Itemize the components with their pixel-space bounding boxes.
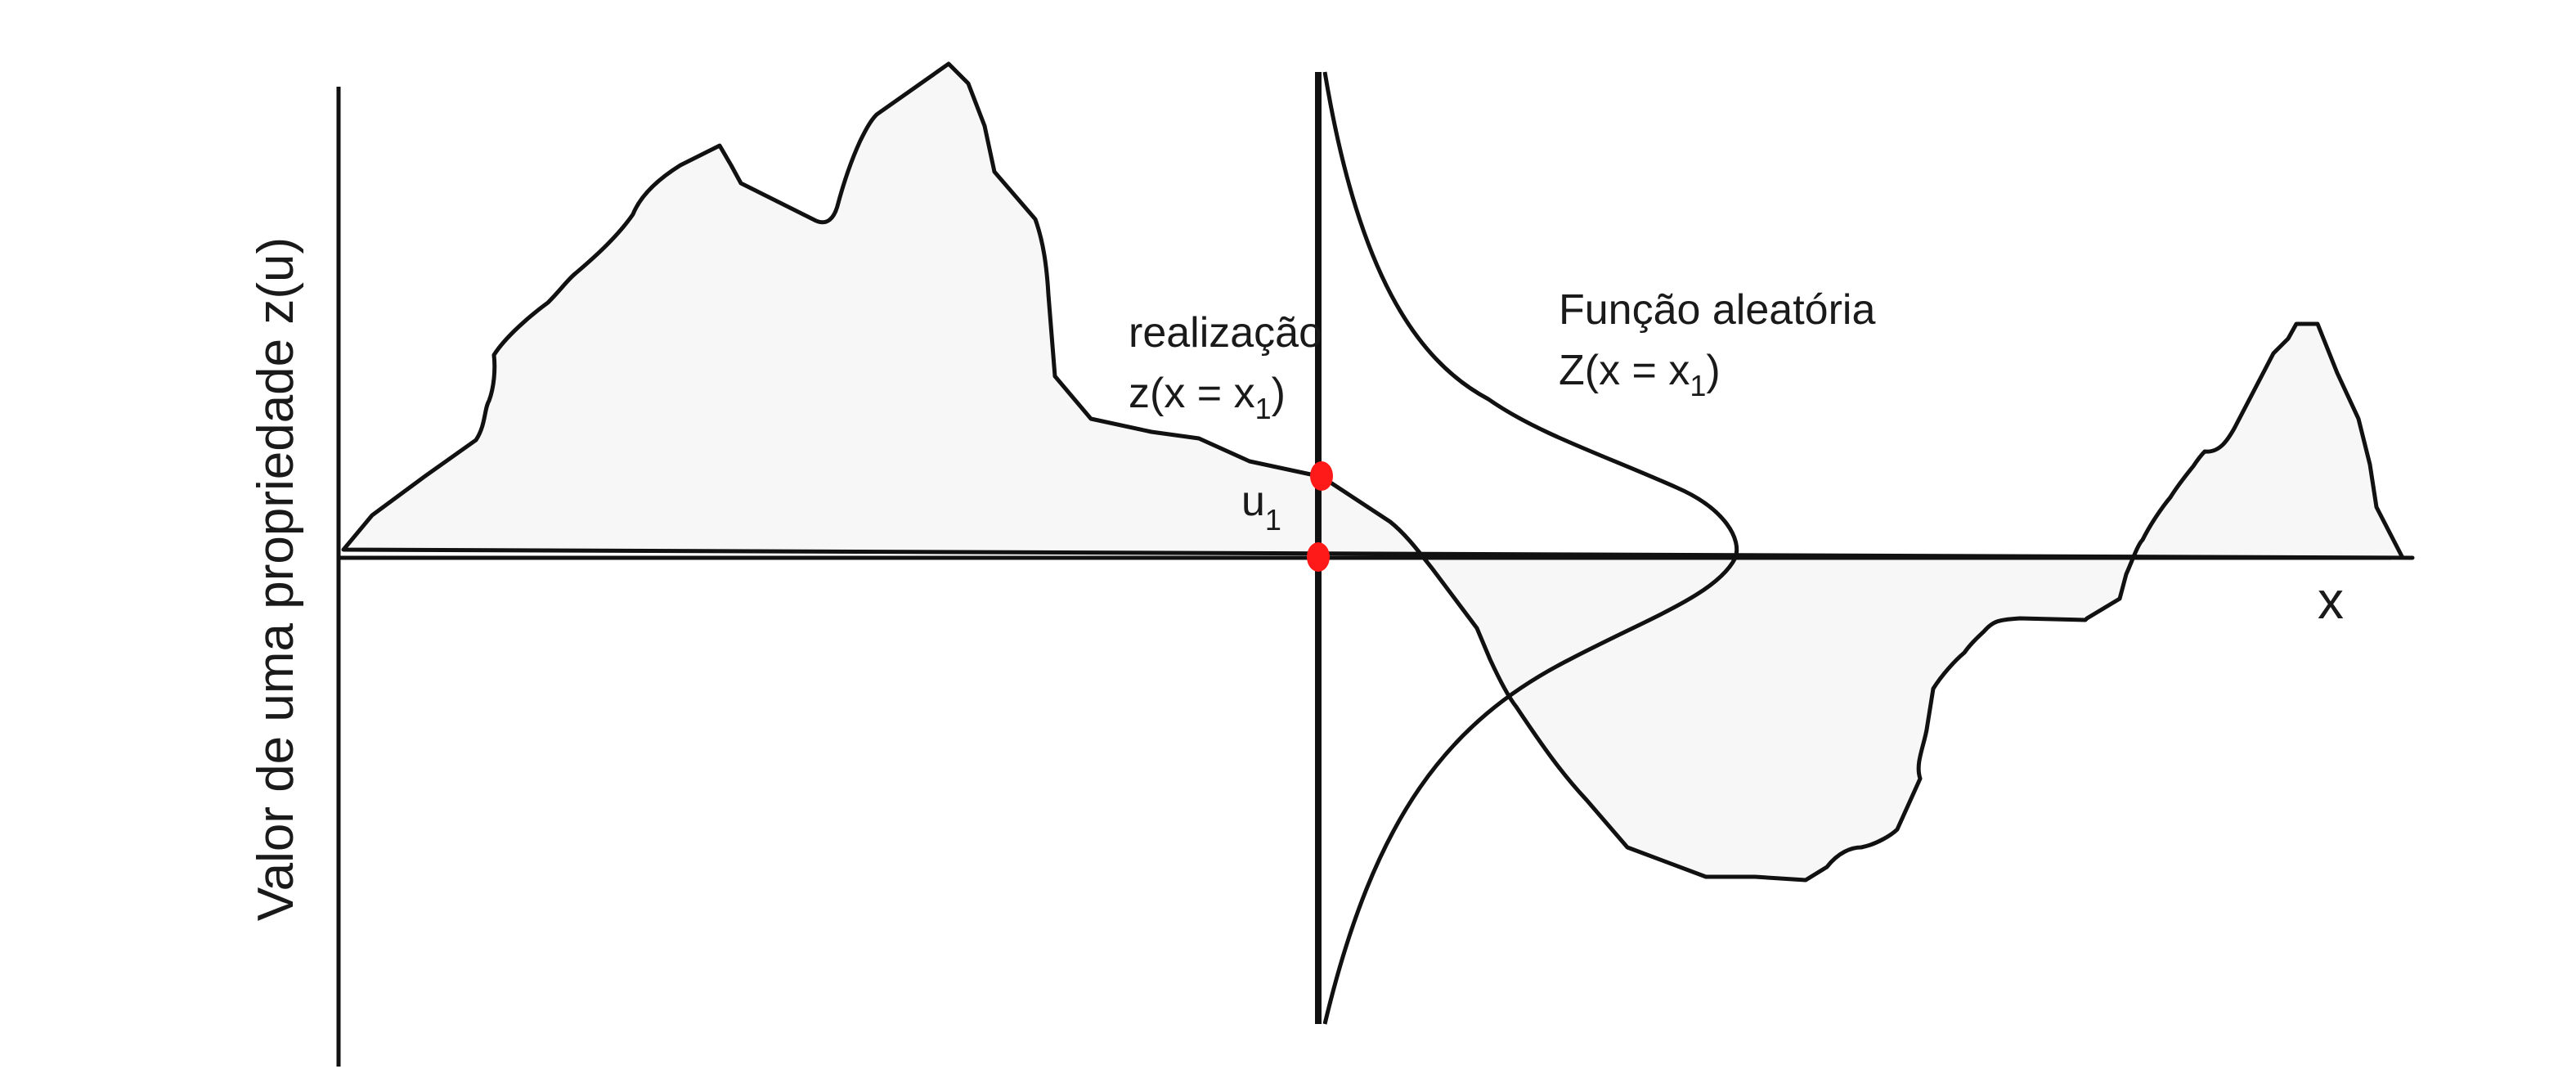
location-label-main: u <box>1241 478 1265 525</box>
x-axis-label: x <box>2318 571 2344 630</box>
y-axis-title: Valor de uma propriedade z(u) <box>248 237 304 921</box>
random-function-expression: Z(x = x1) <box>1559 347 1721 402</box>
realization-title: realização <box>1129 309 1322 357</box>
random-function-expression-subscript: 1 <box>1690 369 1706 402</box>
random-function-expression-prefix: Z(x = x <box>1559 347 1690 394</box>
random-function-expression-suffix: ) <box>1706 347 1720 394</box>
location-label-subscript: 1 <box>1265 503 1281 537</box>
probability-density-curve <box>1322 71 1739 1025</box>
realization-curve <box>341 61 2415 883</box>
realization-value-marker <box>1310 461 1333 491</box>
random-function-title: Função aleatória <box>1559 286 1875 334</box>
realization-expression-suffix: ) <box>1272 370 1286 417</box>
realization-expression-subscript: 1 <box>1255 392 1272 425</box>
realization-expression: z(x = x1) <box>1129 370 1286 425</box>
realization-expression-prefix: z(x = x <box>1129 370 1255 417</box>
location-label: u1 <box>1241 478 1281 537</box>
location-marker <box>1307 542 1330 572</box>
